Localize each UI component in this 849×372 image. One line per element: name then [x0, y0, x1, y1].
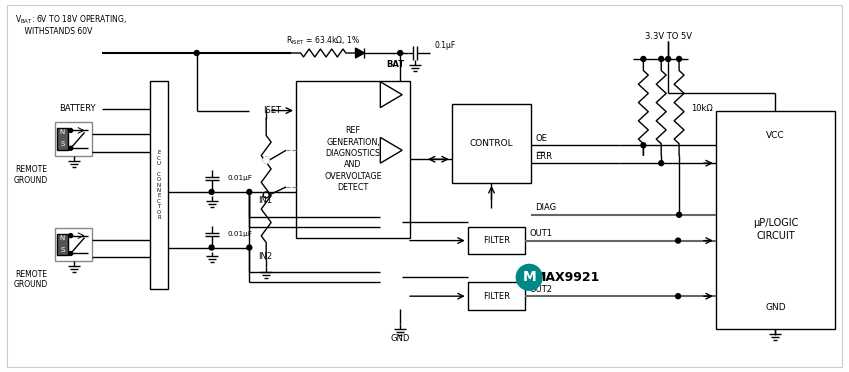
Circle shape [209, 189, 214, 195]
Text: V$_{\mathsf{BAT}}$: 6V TO 18V OPERATING,: V$_{\mathsf{BAT}}$: 6V TO 18V OPERATING, [15, 13, 127, 26]
Circle shape [677, 212, 682, 217]
Bar [150, 81, 168, 289]
Text: REF
GENERATION,
DIAGNOSTICS
AND
OVERVOLTAGE
DETECT: REF GENERATION, DIAGNOSTICS AND OVERVOLT… [324, 126, 382, 192]
Text: CONTROL: CONTROL [469, 139, 514, 148]
Circle shape [641, 57, 646, 61]
Circle shape [641, 143, 646, 148]
Bar [57, 234, 68, 256]
Text: 0.1μF: 0.1μF [435, 41, 456, 49]
Bar [468, 282, 526, 310]
Text: FILTER: FILTER [483, 236, 510, 245]
Text: ERR: ERR [535, 152, 552, 161]
Circle shape [69, 251, 73, 256]
Text: 3.3V TO 5V: 3.3V TO 5V [644, 32, 692, 41]
Circle shape [69, 234, 73, 238]
Text: R$_{\mathsf{ISET}}$ = 63.4kΩ, 1%: R$_{\mathsf{ISET}}$ = 63.4kΩ, 1% [286, 35, 360, 47]
Text: FILTER: FILTER [483, 292, 510, 301]
Circle shape [676, 294, 681, 299]
Text: MAX9921: MAX9921 [534, 271, 600, 284]
Text: N: N [59, 129, 65, 135]
Text: BAT: BAT [386, 60, 404, 70]
Bar [468, 227, 526, 254]
Text: ISET: ISET [263, 106, 281, 115]
Text: S: S [60, 141, 65, 147]
Bar [57, 128, 68, 150]
Circle shape [659, 161, 664, 166]
Circle shape [397, 51, 402, 55]
Text: IN2: IN2 [258, 252, 273, 261]
Circle shape [263, 157, 269, 163]
Text: IN1: IN1 [258, 196, 273, 205]
Bar [55, 228, 93, 262]
Circle shape [677, 57, 682, 61]
Circle shape [209, 245, 214, 250]
Text: GND: GND [391, 334, 410, 343]
Circle shape [263, 192, 269, 198]
Circle shape [194, 51, 200, 55]
Bar [55, 122, 93, 156]
Circle shape [69, 146, 73, 150]
Circle shape [247, 189, 252, 195]
Text: VCC: VCC [766, 131, 784, 140]
Circle shape [659, 57, 664, 61]
Polygon shape [356, 48, 364, 58]
Text: S: S [60, 247, 65, 253]
Text: 0.01μF: 0.01μF [228, 231, 252, 237]
Bar [716, 110, 835, 329]
Circle shape [263, 157, 269, 163]
Text: DIAG: DIAG [535, 203, 556, 212]
Circle shape [516, 264, 543, 290]
Bar [296, 81, 410, 238]
Text: OE: OE [535, 134, 547, 143]
Text: BATTERY: BATTERY [59, 104, 96, 113]
Text: GND: GND [765, 302, 785, 312]
Text: REMOTE
GROUND: REMOTE GROUND [14, 270, 48, 289]
Text: μP/LOGIC
CIRCUIT: μP/LOGIC CIRCUIT [753, 218, 798, 241]
Text: OUT2: OUT2 [529, 285, 552, 294]
Text: E
C
U
 
C
O
N
N
E
C
T
O
R: E C U C O N N E C T O R [157, 150, 161, 220]
Circle shape [69, 128, 73, 132]
Text: M: M [522, 270, 536, 284]
Text: 10kΩ: 10kΩ [691, 104, 713, 113]
Text: WITHSTANDS 60V: WITHSTANDS 60V [15, 27, 93, 36]
Text: OUT1: OUT1 [529, 229, 552, 238]
Bar [452, 104, 531, 183]
FancyBboxPatch shape [224, 26, 614, 342]
Text: REMOTE
GROUND: REMOTE GROUND [14, 166, 48, 185]
Text: N: N [59, 235, 65, 241]
Circle shape [247, 245, 252, 250]
Text: 0.01μF: 0.01μF [228, 175, 252, 181]
Circle shape [676, 238, 681, 243]
Circle shape [666, 57, 671, 61]
